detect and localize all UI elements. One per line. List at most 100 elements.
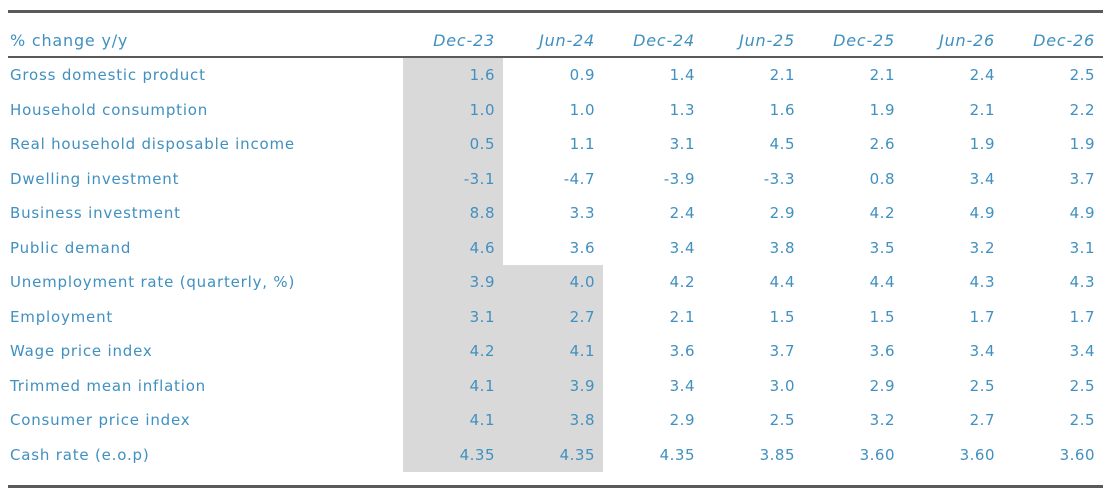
value-cell: 1.5 — [769, 307, 795, 326]
row-label: Public demand — [10, 238, 132, 257]
value-cell: 3.2 — [969, 238, 995, 257]
value-cell: 2.7 — [969, 411, 995, 430]
value-cell: 2.5 — [769, 411, 795, 430]
value-cell: 3.2 — [869, 411, 895, 430]
value-cell: 4.2 — [403, 334, 503, 369]
value-cell: 1.0 — [403, 92, 503, 127]
value-cell: -4.7 — [563, 169, 595, 188]
value-cell: 2.6 — [869, 135, 895, 154]
column-header-jun-24: Jun-24 — [503, 11, 603, 58]
value-cell: 2.4 — [669, 204, 695, 223]
table-title: % change y/y — [8, 11, 403, 58]
value-cell: 3.6 — [569, 238, 595, 257]
value-cell: 2.5 — [1069, 411, 1095, 430]
table-body: Gross domestic product 1.6 0.9 1.4 2.1 2.1 2.4… — [8, 57, 1103, 472]
value-cell: 3.4 — [1069, 342, 1095, 361]
column-header-dec-24: Dec-24 — [603, 11, 703, 58]
table-row-real-household-disposable-income: Real household disposable income 0.5 1.1 3.… — [8, 127, 1103, 162]
value-cell: 4.2 — [869, 204, 895, 223]
value-cell: 0.5 — [403, 127, 503, 162]
bottom-rule — [8, 485, 1103, 488]
value-cell: 1.5 — [869, 307, 895, 326]
value-cell: 1.7 — [1069, 307, 1095, 326]
value-cell: 3.3 — [569, 204, 595, 223]
value-cell: 4.9 — [1069, 204, 1095, 223]
column-header-dec-23: Dec-23 — [403, 11, 503, 58]
column-header-dec-25: Dec-25 — [803, 11, 903, 58]
value-cell: 2.9 — [669, 411, 695, 430]
forecast-table: % change y/y Dec-23 Jun-24 Dec-24 Jun-25 Dec… — [8, 10, 1103, 472]
value-cell: 3.85 — [759, 445, 795, 464]
table-row-unemployment-rate-quarterly: Unemployment rate (quarterly, %) 3.9 4.0 4.… — [8, 265, 1103, 300]
value-cell: 0.8 — [869, 169, 895, 188]
value-cell: 4.35 — [503, 437, 603, 472]
value-cell: 3.60 — [1059, 445, 1095, 464]
value-cell: 3.1 — [1069, 238, 1095, 257]
value-cell: 3.6 — [869, 342, 895, 361]
table-row-cash-rate-e-o-p: Cash rate (e.o.p) 4.35 4.35 4.35 3.85 3.60 3.6… — [8, 437, 1103, 472]
value-cell: 4.2 — [669, 273, 695, 292]
value-cell: 4.3 — [969, 273, 995, 292]
value-cell: 1.6 — [403, 57, 503, 93]
value-cell: 4.4 — [769, 273, 795, 292]
value-cell: 3.7 — [769, 342, 795, 361]
column-header-jun-25: Jun-25 — [703, 11, 803, 58]
value-cell: 3.4 — [669, 238, 695, 257]
row-label: Dwelling investment — [10, 169, 180, 188]
value-cell: 2.7 — [503, 299, 603, 334]
row-label: Real household disposable income — [10, 135, 295, 154]
column-header-jun-26: Jun-26 — [903, 11, 1003, 58]
value-cell: 2.1 — [969, 100, 995, 119]
value-cell: -3.9 — [663, 169, 695, 188]
value-cell: 2.9 — [869, 376, 895, 395]
value-cell: 2.5 — [1069, 66, 1095, 85]
value-cell: 3.5 — [869, 238, 895, 257]
table-row-dwelling-investment: Dwelling investment -3.1 -4.7 -3.9 -3.3 0.8 3.… — [8, 161, 1103, 196]
value-cell: 2.5 — [969, 376, 995, 395]
value-cell: 4.3 — [1069, 273, 1095, 292]
value-cell: 1.1 — [569, 135, 595, 154]
table-row-public-demand: Public demand 4.6 3.6 3.4 3.8 3.5 3.2 3.1 — [8, 230, 1103, 265]
value-cell: 4.5 — [769, 135, 795, 154]
value-cell: -3.3 — [763, 169, 795, 188]
value-cell: 1.9 — [1069, 135, 1095, 154]
table-row-employment: Employment 3.1 2.7 2.1 1.5 1.5 1.7 1.7 — [8, 299, 1103, 334]
value-cell: 3.1 — [403, 299, 503, 334]
value-cell: 1.9 — [969, 135, 995, 154]
table-wrapper: % change y/y Dec-23 Jun-24 Dec-24 Jun-25 Dec… — [8, 10, 1103, 488]
value-cell: 4.1 — [403, 403, 503, 438]
value-cell: 2.1 — [769, 66, 795, 85]
row-label: Household consumption — [10, 100, 209, 119]
value-cell: -3.1 — [403, 161, 503, 196]
value-cell: 3.60 — [859, 445, 895, 464]
value-cell: 4.9 — [969, 204, 995, 223]
value-cell: 3.0 — [769, 376, 795, 395]
value-cell: 4.4 — [869, 273, 895, 292]
value-cell: 0.9 — [569, 66, 595, 85]
value-cell: 2.1 — [869, 66, 895, 85]
value-cell: 4.1 — [503, 334, 603, 369]
value-cell: 4.6 — [403, 230, 503, 265]
row-label: Business investment — [10, 204, 181, 223]
row-label: Employment — [10, 307, 114, 326]
value-cell: 1.6 — [769, 100, 795, 119]
row-label: Gross domestic product — [10, 66, 206, 85]
value-cell: 2.9 — [769, 204, 795, 223]
row-label: Trimmed mean inflation — [10, 376, 206, 395]
value-cell: 3.4 — [669, 376, 695, 395]
row-label: Wage price index — [10, 342, 153, 361]
table-row-trimmed-mean-inflation: Trimmed mean inflation 4.1 3.9 3.4 3.0 2.9 2.5… — [8, 368, 1103, 403]
value-cell: 4.1 — [403, 368, 503, 403]
value-cell: 4.35 — [403, 437, 503, 472]
value-cell: 3.6 — [669, 342, 695, 361]
table-row-consumer-price-index: Consumer price index 4.1 3.8 2.9 2.5 3.2 2.7 2.… — [8, 403, 1103, 438]
value-cell: 1.4 — [669, 66, 695, 85]
table-row-business-investment: Business investment 8.8 3.3 2.4 2.9 4.2 4.9 4.9 — [8, 196, 1103, 231]
value-cell: 1.0 — [569, 100, 595, 119]
value-cell: 4.35 — [659, 445, 695, 464]
row-label: Unemployment rate (quarterly, %) — [10, 273, 296, 292]
value-cell: 3.9 — [503, 368, 603, 403]
header-row: % change y/y Dec-23 Jun-24 Dec-24 Jun-25 Dec… — [8, 11, 1103, 58]
row-label: Cash rate (e.o.p) — [10, 445, 150, 464]
